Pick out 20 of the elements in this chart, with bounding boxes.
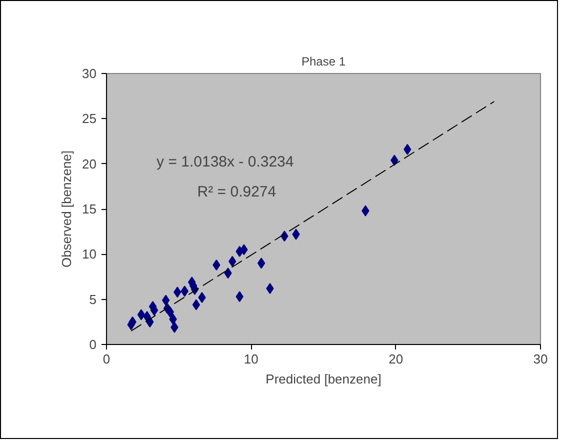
x-tick-label: 10 xyxy=(244,352,258,366)
y-tick-label: 15 xyxy=(82,202,97,216)
point xyxy=(257,258,266,269)
annotation: y = 1.0138x - 0.3234 xyxy=(156,154,294,171)
y-tick-label: 25 xyxy=(82,111,97,126)
y-tick-label: 20 xyxy=(82,156,97,172)
y-tick-label: 0 xyxy=(89,337,97,352)
y-axis-title: Observed [benzene] xyxy=(59,150,74,268)
y-tick-label: 5 xyxy=(89,292,97,307)
x-tick-label: 20 xyxy=(388,352,404,366)
x-axis-title: Predicted [benzene] xyxy=(266,372,382,386)
y-tick-label: 30 xyxy=(82,66,97,81)
point xyxy=(192,299,200,310)
point xyxy=(162,294,170,306)
y-tick-label: 10 xyxy=(82,246,97,262)
annotation: R² = 0.9274 xyxy=(197,183,276,200)
chart-title: Phase 1 xyxy=(301,54,346,68)
x-tick-label: 0 xyxy=(102,352,110,366)
point xyxy=(137,309,146,320)
x-tick-label: 30 xyxy=(533,352,548,366)
